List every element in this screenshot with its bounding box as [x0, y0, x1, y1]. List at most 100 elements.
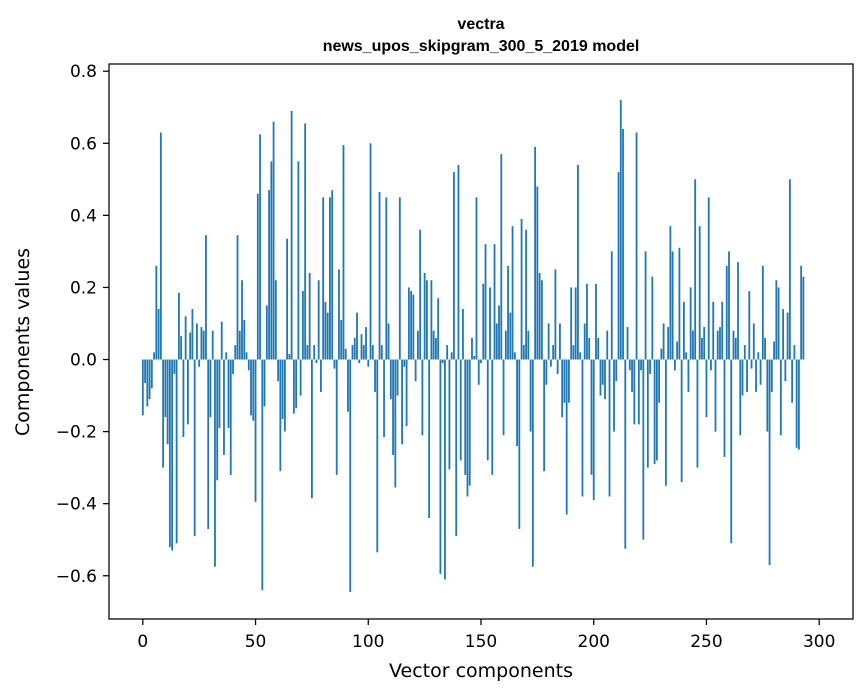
bar	[651, 276, 654, 360]
bar	[220, 321, 223, 360]
bar	[182, 359, 185, 437]
bar	[205, 235, 207, 360]
bar	[547, 323, 550, 360]
bar	[664, 359, 667, 486]
bar	[177, 292, 180, 360]
bar	[692, 330, 694, 360]
y-tick-label: −0.6	[56, 567, 97, 587]
bar	[509, 312, 512, 360]
bar	[658, 359, 661, 403]
bar	[480, 359, 482, 364]
bar	[635, 132, 638, 360]
y-axis-label: Components values	[12, 248, 34, 436]
bar	[520, 218, 523, 360]
bar	[410, 291, 413, 360]
bar	[698, 226, 701, 360]
bar	[579, 352, 582, 360]
bar	[385, 197, 388, 360]
bar	[531, 359, 534, 567]
bar	[193, 359, 196, 537]
bar	[376, 359, 379, 553]
plot-frame	[108, 63, 854, 620]
bar	[146, 359, 149, 407]
bar	[696, 359, 699, 468]
bar	[764, 337, 766, 360]
bar	[369, 143, 372, 360]
bar	[513, 352, 516, 360]
bar	[653, 359, 656, 465]
bar	[511, 226, 514, 360]
bar	[383, 359, 385, 437]
bar	[394, 359, 397, 488]
bar	[728, 251, 730, 360]
bar	[419, 229, 422, 360]
bar	[425, 280, 428, 360]
bar	[680, 359, 683, 483]
bar	[676, 341, 679, 360]
bar	[601, 359, 604, 385]
bar	[270, 161, 273, 360]
bar	[538, 273, 541, 360]
bar	[261, 359, 264, 591]
bar	[671, 251, 674, 360]
bar	[610, 251, 613, 360]
bar	[755, 359, 757, 392]
bar	[786, 312, 789, 360]
x-tick-label: 250	[690, 632, 722, 652]
bar	[153, 352, 155, 360]
bar	[301, 291, 304, 360]
bar	[746, 359, 748, 392]
bar	[570, 287, 573, 360]
bar	[329, 197, 331, 360]
bar	[265, 305, 268, 360]
x-axis-label: Vector components	[389, 660, 573, 682]
bar	[162, 359, 165, 468]
bar	[687, 359, 690, 392]
bar	[504, 330, 507, 360]
bar	[274, 280, 277, 360]
bar	[766, 359, 769, 432]
bar	[644, 251, 647, 360]
bar	[308, 273, 311, 360]
bar	[793, 345, 796, 360]
x-axis-ticks: 0 50 100 150 200 250 300	[137, 619, 835, 652]
bar	[498, 305, 500, 360]
bar	[471, 337, 473, 360]
bar	[462, 309, 464, 360]
bar	[770, 359, 773, 392]
bar	[407, 287, 410, 360]
x-tick-label: 0	[137, 632, 148, 652]
bar	[446, 345, 449, 360]
bar	[184, 316, 187, 360]
bar	[342, 145, 345, 360]
bar	[779, 359, 782, 436]
bar	[187, 359, 189, 425]
bar	[773, 341, 775, 360]
bar	[527, 330, 530, 360]
bar	[396, 359, 399, 396]
bar	[669, 226, 672, 360]
bar	[536, 186, 539, 360]
chart-subtitle: news_upos_skipgram_300_5_2019 model	[323, 38, 640, 55]
bar	[464, 359, 467, 475]
bar	[198, 359, 201, 367]
bar	[279, 359, 282, 472]
bar	[482, 283, 485, 360]
bar	[743, 345, 746, 360]
bar	[802, 276, 805, 360]
bar	[322, 197, 325, 360]
bar	[595, 283, 597, 360]
bar	[685, 352, 688, 360]
bar	[286, 238, 289, 360]
bar	[283, 359, 286, 432]
bar	[164, 359, 167, 418]
bar	[227, 359, 230, 428]
bar	[626, 327, 629, 360]
bar	[730, 359, 733, 544]
bar	[655, 359, 658, 461]
bar	[491, 359, 494, 475]
bar	[439, 359, 442, 574]
bar	[412, 294, 415, 360]
bar	[689, 287, 692, 360]
bar	[347, 359, 349, 412]
